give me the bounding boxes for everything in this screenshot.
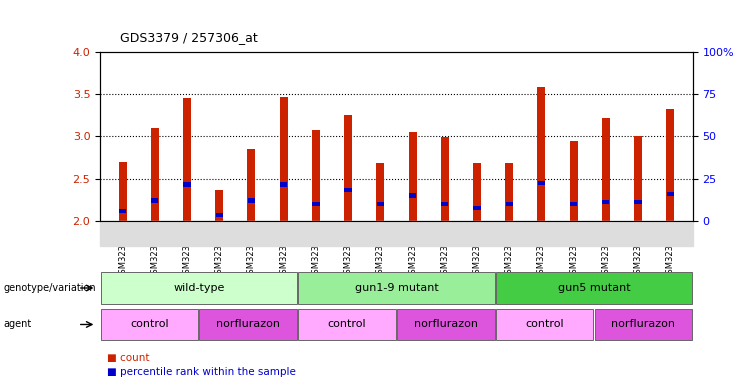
Bar [602, 118, 610, 221]
Bar [216, 213, 223, 217]
Text: control: control [525, 319, 564, 329]
Text: wild-type: wild-type [173, 283, 225, 293]
Bar [570, 202, 577, 206]
Bar [299, 309, 396, 340]
Bar [595, 309, 692, 340]
Bar [119, 209, 126, 213]
Text: gun1-9 mutant: gun1-9 mutant [354, 283, 439, 293]
Bar [496, 309, 594, 340]
Bar [101, 309, 198, 340]
Bar [312, 202, 319, 206]
Bar [505, 202, 513, 206]
Bar [473, 206, 481, 210]
Bar [312, 131, 320, 221]
Bar [441, 202, 448, 206]
Text: genotype/variation: genotype/variation [4, 283, 96, 293]
Text: norflurazon: norflurazon [611, 319, 676, 329]
Bar [441, 137, 449, 221]
Text: ■ count: ■ count [107, 353, 150, 363]
Bar [473, 162, 481, 221]
Text: norflurazon: norflurazon [216, 319, 280, 329]
Text: agent: agent [4, 319, 32, 329]
Text: ■ percentile rank within the sample: ■ percentile rank within the sample [107, 366, 296, 377]
Bar [247, 199, 255, 203]
Bar [151, 199, 159, 203]
Bar [279, 98, 288, 221]
Bar [150, 128, 159, 221]
Bar [100, 221, 693, 246]
Bar [538, 181, 545, 185]
Bar [183, 98, 191, 221]
Bar [215, 190, 223, 221]
Bar [667, 192, 674, 196]
Bar [634, 200, 642, 204]
Bar [247, 149, 256, 221]
Bar [634, 136, 642, 221]
Bar [101, 272, 297, 304]
Bar [408, 132, 416, 221]
Text: control: control [328, 319, 366, 329]
Text: gun5 mutant: gun5 mutant [558, 283, 631, 293]
Bar [505, 163, 514, 221]
Bar [409, 194, 416, 198]
Bar [345, 188, 352, 192]
Bar [376, 202, 384, 206]
Bar [199, 309, 297, 340]
Bar [280, 182, 288, 187]
Bar [119, 162, 127, 221]
Bar [570, 141, 578, 221]
Bar [496, 272, 692, 304]
Bar [299, 272, 494, 304]
Bar [184, 182, 190, 187]
Text: norflurazon: norflurazon [413, 319, 478, 329]
Text: control: control [130, 319, 169, 329]
Text: GDS3379 / 257306_at: GDS3379 / 257306_at [120, 31, 258, 44]
Bar [537, 87, 545, 221]
Bar [397, 309, 494, 340]
Bar [344, 115, 352, 221]
Bar [666, 109, 674, 221]
Bar [602, 200, 610, 204]
Bar [376, 163, 385, 221]
